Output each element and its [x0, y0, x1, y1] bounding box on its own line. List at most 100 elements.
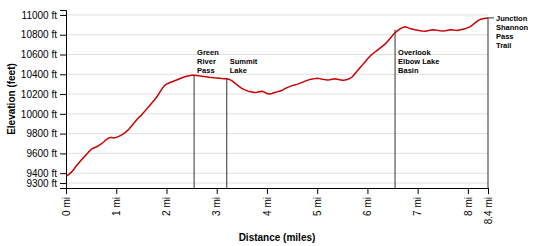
annotation-label-line: Trail [496, 41, 511, 50]
tick-label: 4 mi [262, 197, 273, 216]
tick: 6 mi [362, 188, 373, 216]
grid-line [66, 183, 488, 184]
tick: 10600 ft [21, 49, 66, 60]
tick-label: 10800 ft [21, 29, 57, 40]
tick: 7 mi [412, 188, 423, 216]
annotation-label-line: Elbow Lake [398, 57, 439, 66]
tick-mark [60, 35, 66, 36]
annotation-line [395, 30, 396, 188]
tick-mark [60, 114, 66, 115]
annotation-label-line: Pass [496, 32, 514, 41]
tick-mark [60, 134, 66, 135]
tick: 3 mi [211, 188, 222, 216]
tick-label: 6 mi [362, 197, 373, 216]
tick-label: 5 mi [312, 197, 323, 216]
tick-label: 9300 ft [26, 178, 57, 189]
tick: 8.4 mi [483, 188, 494, 224]
tick-mark [317, 188, 318, 194]
tick: 1 mi [111, 188, 122, 216]
tick: 2 mi [161, 188, 172, 216]
tick-mark [267, 188, 268, 194]
annotation-label: SummitLake [230, 57, 258, 75]
tick-label: 10000 ft [21, 109, 57, 120]
tick-label: 8.4 mi [483, 197, 494, 224]
tick-label: 10600 ft [21, 49, 57, 60]
tick: 10200 ft [21, 89, 66, 100]
tick-label: 2 mi [161, 197, 172, 216]
tick: 9800 ft [26, 128, 66, 139]
tick: 9300 ft [26, 178, 66, 189]
annotation-label-line: Basin [398, 66, 419, 75]
tick: 10400 ft [21, 69, 66, 80]
tick: 10000 ft [21, 109, 66, 120]
grid-line [66, 133, 488, 134]
plot-area [66, 18, 488, 176]
grid-line [66, 173, 488, 174]
tick-label: 9400 ft [26, 168, 57, 179]
grid-line [66, 94, 488, 95]
tick-label: 10400 ft [21, 69, 57, 80]
tick-mark [418, 188, 419, 194]
tick-label: 9800 ft [26, 128, 57, 139]
grid [66, 15, 488, 183]
grid-line [66, 14, 488, 15]
tick-label: 3 mi [211, 197, 222, 216]
x-axis: 0 mi 1 mi 2 mi 3 mi 4 mi 5 mi 6 mi 7 mi 8 mi 8.4 … [61, 188, 494, 224]
annotation-label-line: Pass [197, 66, 215, 75]
annotation-label: JunctionShannonPassTrail [496, 14, 528, 50]
tick: 9600 ft [26, 148, 66, 159]
annotation-label: GreenRiverPass [197, 48, 219, 75]
tick: 8 mi [463, 188, 474, 216]
annotations: GreenRiverPassSummitLakeOverlookElbow La… [194, 14, 528, 188]
tick-label: 11000 ft [22, 10, 58, 21]
tick-mark [166, 188, 167, 194]
annotation-pointer [488, 17, 494, 18]
y-axis-title: Elevation (feet) [6, 63, 17, 135]
tick-mark [60, 55, 66, 56]
tick-mark [60, 15, 66, 16]
tick-mark [367, 188, 368, 194]
tick: 5 mi [312, 188, 323, 216]
tick-mark [60, 74, 66, 75]
tick-mark [488, 188, 489, 194]
profile-line [66, 18, 488, 176]
tick-mark [60, 183, 66, 184]
annotation-label: OverlookElbow LakeBasin [398, 48, 439, 75]
annotation-line [488, 18, 489, 188]
x-axis-title: Distance (miles) [239, 232, 316, 243]
tick-label: 10200 ft [21, 89, 57, 100]
chart: 0 mi 1 mi 2 mi 3 mi 4 mi 5 mi 6 mi 7 mi 8 mi 8.4 … [0, 0, 550, 246]
tick-label: 9600 ft [26, 148, 57, 159]
tick: 10800 ft [21, 29, 66, 40]
tick-label: 1 mi [111, 197, 122, 216]
annotation-label-line: River [197, 57, 216, 66]
annotation-label-line: Summit [230, 57, 258, 66]
annotation-line [194, 75, 195, 188]
grid-line [66, 74, 488, 75]
tick-mark [217, 188, 218, 194]
grid-line [66, 153, 488, 154]
tick-mark [468, 188, 469, 194]
annotation-label-line: Green [197, 48, 219, 57]
annotation-label-line: Lake [230, 66, 247, 75]
tick-mark [60, 173, 66, 174]
tick-mark [60, 153, 66, 154]
tick: 11000 ft [22, 10, 66, 21]
annotation-line [226, 79, 227, 188]
annotation-label-line: Overlook [398, 48, 431, 57]
y-axis: 9300 ft9400 ft 9600 ft 9800 ft 10000 ft 1020… [21, 10, 67, 189]
tick: 0 mi [61, 188, 72, 216]
annotation-label-line: Shannon [496, 23, 528, 32]
tick-label: 0 mi [61, 197, 72, 216]
tick-mark [116, 188, 117, 194]
annotation-label-line: Junction [496, 14, 528, 23]
tick-mark [60, 94, 66, 95]
axis-line [67, 189, 489, 195]
grid-line [66, 113, 488, 114]
tick-label: 7 mi [412, 197, 423, 216]
tick: 4 mi [262, 188, 273, 216]
tick-label: 8 mi [463, 197, 474, 216]
axis-line [60, 11, 67, 189]
tick: 9400 ft [26, 168, 66, 179]
grid-line [66, 34, 488, 35]
